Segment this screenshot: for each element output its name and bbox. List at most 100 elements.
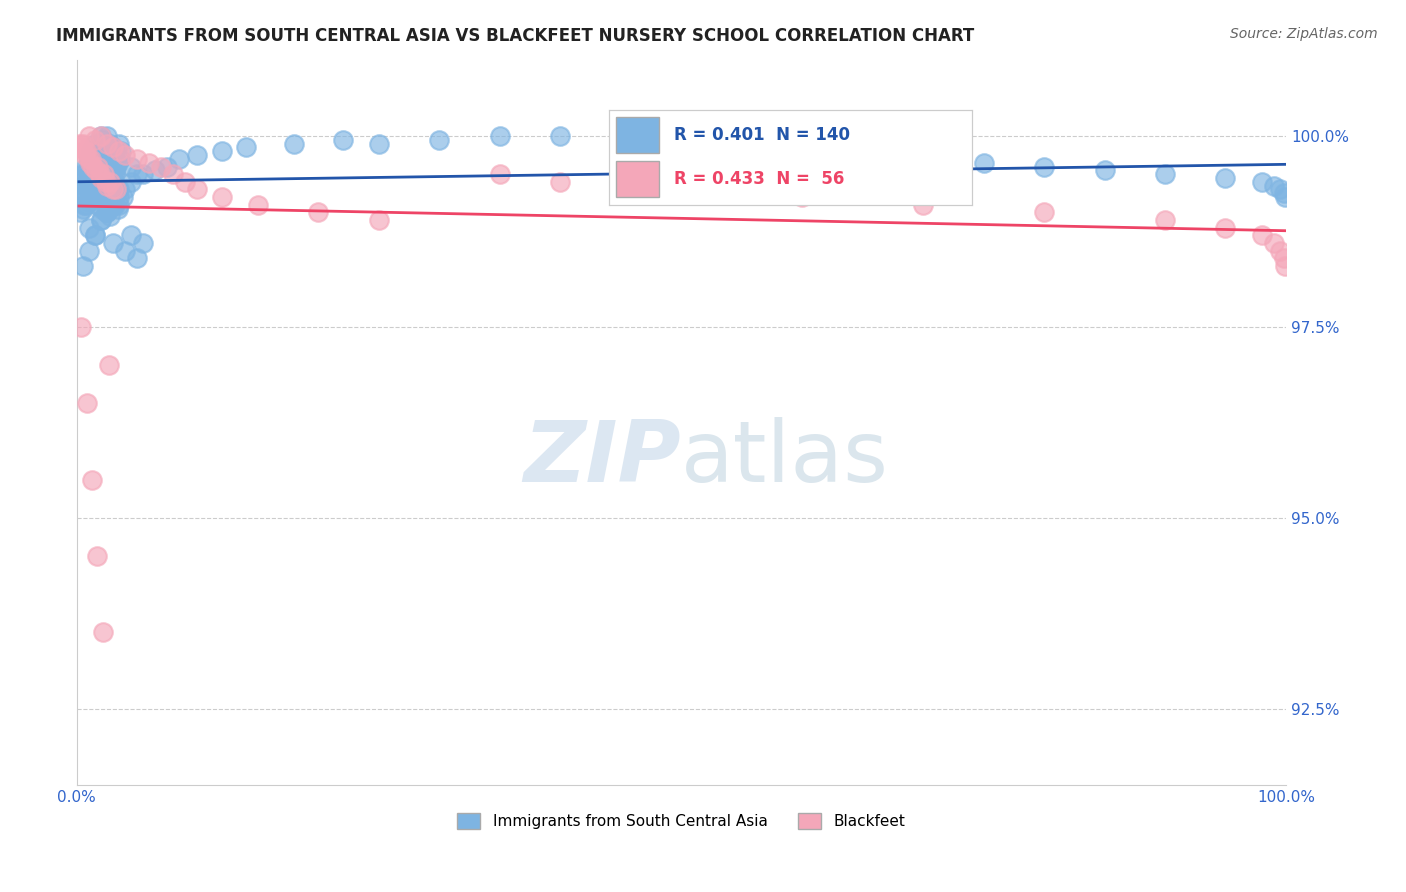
Blackfeet	[83, 133, 105, 147]
Immigrants from South Central Asia	[79, 182, 101, 196]
Immigrants from South Central Asia	[103, 175, 125, 189]
Legend: Immigrants from South Central Asia, Blackfeet: Immigrants from South Central Asia, Blac…	[451, 807, 911, 836]
Immigrants from South Central Asia	[103, 152, 125, 166]
Immigrants from South Central Asia	[108, 182, 131, 196]
Immigrants from South Central Asia	[211, 145, 233, 159]
Immigrants from South Central Asia	[96, 128, 118, 143]
Text: atlas: atlas	[682, 417, 889, 500]
Immigrants from South Central Asia	[94, 145, 117, 159]
Immigrants from South Central Asia	[100, 209, 122, 223]
Immigrants from South Central Asia	[77, 167, 100, 181]
Blackfeet	[73, 145, 96, 159]
Immigrants from South Central Asia	[96, 205, 118, 219]
Blackfeet	[489, 167, 512, 181]
Blackfeet	[94, 175, 117, 189]
Immigrants from South Central Asia	[107, 155, 129, 169]
Immigrants from South Central Asia	[94, 190, 117, 204]
Blackfeet	[77, 152, 100, 166]
Immigrants from South Central Asia	[120, 175, 142, 189]
Immigrants from South Central Asia	[77, 220, 100, 235]
Blackfeet	[91, 625, 114, 640]
Immigrants from South Central Asia	[86, 186, 108, 201]
Blackfeet	[73, 148, 96, 162]
Immigrants from South Central Asia	[97, 155, 120, 169]
Blackfeet	[162, 167, 184, 181]
Immigrants from South Central Asia	[100, 167, 122, 181]
Immigrants from South Central Asia	[72, 202, 94, 216]
Immigrants from South Central Asia	[100, 178, 122, 193]
Immigrants from South Central Asia	[91, 160, 114, 174]
Immigrants from South Central Asia	[89, 140, 111, 154]
Immigrants from South Central Asia	[143, 163, 166, 178]
Immigrants from South Central Asia	[90, 128, 112, 143]
Immigrants from South Central Asia	[283, 136, 305, 151]
Blackfeet	[186, 182, 208, 196]
Immigrants from South Central Asia	[84, 155, 107, 169]
Immigrants from South Central Asia	[1268, 182, 1291, 196]
Immigrants from South Central Asia	[1215, 171, 1237, 186]
Immigrants from South Central Asia	[114, 244, 136, 258]
Immigrants from South Central Asia	[912, 152, 935, 166]
Blackfeet	[76, 396, 98, 410]
Immigrants from South Central Asia	[98, 194, 121, 208]
Immigrants from South Central Asia	[80, 160, 103, 174]
Immigrants from South Central Asia	[77, 244, 100, 258]
Blackfeet	[211, 190, 233, 204]
Immigrants from South Central Asia	[73, 178, 96, 193]
Immigrants from South Central Asia	[91, 136, 114, 151]
Immigrants from South Central Asia	[1274, 190, 1296, 204]
Immigrants from South Central Asia	[83, 228, 105, 243]
Blackfeet	[79, 155, 101, 169]
Immigrants from South Central Asia	[100, 186, 122, 201]
Immigrants from South Central Asia	[90, 145, 112, 159]
Immigrants from South Central Asia	[120, 160, 142, 174]
Immigrants from South Central Asia	[108, 197, 131, 211]
Immigrants from South Central Asia	[671, 136, 693, 151]
Immigrants from South Central Asia	[104, 163, 127, 178]
Immigrants from South Central Asia	[87, 140, 110, 154]
Immigrants from South Central Asia	[79, 155, 101, 169]
Immigrants from South Central Asia	[69, 175, 91, 189]
Text: IMMIGRANTS FROM SOUTH CENTRAL ASIA VS BLACKFEET NURSERY SCHOOL CORRELATION CHART: IMMIGRANTS FROM SOUTH CENTRAL ASIA VS BL…	[56, 27, 974, 45]
Immigrants from South Central Asia	[91, 202, 114, 216]
Immigrants from South Central Asia	[87, 175, 110, 189]
Immigrants from South Central Asia	[973, 155, 995, 169]
Immigrants from South Central Asia	[1263, 178, 1285, 193]
Text: ZIP: ZIP	[523, 417, 682, 500]
Blackfeet	[89, 167, 111, 181]
Immigrants from South Central Asia	[125, 167, 148, 181]
Immigrants from South Central Asia	[89, 175, 111, 189]
Blackfeet	[150, 160, 173, 174]
Immigrants from South Central Asia	[108, 190, 131, 204]
Immigrants from South Central Asia	[79, 194, 101, 208]
Immigrants from South Central Asia	[82, 163, 104, 178]
Immigrants from South Central Asia	[120, 228, 142, 243]
Immigrants from South Central Asia	[101, 197, 124, 211]
Blackfeet	[101, 182, 124, 196]
Immigrants from South Central Asia	[101, 197, 124, 211]
Immigrants from South Central Asia	[96, 186, 118, 201]
Immigrants from South Central Asia	[1272, 186, 1295, 201]
Blackfeet	[1154, 213, 1177, 227]
Blackfeet	[1274, 259, 1296, 273]
Blackfeet	[307, 205, 329, 219]
Blackfeet	[174, 175, 197, 189]
Immigrants from South Central Asia	[77, 152, 100, 166]
Immigrants from South Central Asia	[67, 182, 90, 196]
Immigrants from South Central Asia	[100, 136, 122, 151]
Immigrants from South Central Asia	[108, 136, 131, 151]
Immigrants from South Central Asia	[83, 178, 105, 193]
Text: Source: ZipAtlas.com: Source: ZipAtlas.com	[1230, 27, 1378, 41]
Immigrants from South Central Asia	[108, 152, 131, 166]
Immigrants from South Central Asia	[169, 152, 191, 166]
Immigrants from South Central Asia	[125, 251, 148, 265]
Immigrants from South Central Asia	[82, 148, 104, 162]
Blackfeet	[101, 140, 124, 154]
Blackfeet	[1272, 251, 1295, 265]
Immigrants from South Central Asia	[1033, 160, 1056, 174]
Immigrants from South Central Asia	[90, 182, 112, 196]
Immigrants from South Central Asia	[91, 182, 114, 196]
Immigrants from South Central Asia	[86, 197, 108, 211]
Immigrants from South Central Asia	[367, 136, 389, 151]
Immigrants from South Central Asia	[91, 178, 114, 193]
